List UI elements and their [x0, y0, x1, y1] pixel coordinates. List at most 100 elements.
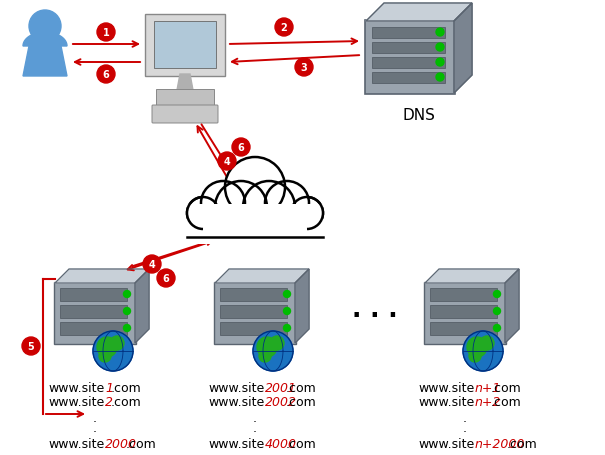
Text: n+2: n+2 [475, 395, 502, 408]
Circle shape [494, 325, 500, 332]
Text: www.site: www.site [209, 395, 265, 408]
Polygon shape [215, 269, 309, 283]
Text: 4: 4 [149, 259, 155, 269]
Circle shape [463, 331, 503, 371]
Text: 2: 2 [105, 395, 113, 408]
Text: 4: 4 [224, 157, 231, 167]
FancyBboxPatch shape [152, 106, 218, 124]
Circle shape [110, 336, 124, 350]
Text: www.site: www.site [419, 381, 475, 394]
Text: .com: .com [286, 437, 316, 450]
Circle shape [157, 269, 175, 288]
Text: 6: 6 [238, 143, 244, 153]
Circle shape [232, 139, 250, 157]
Circle shape [270, 336, 284, 350]
Text: www.site: www.site [209, 381, 265, 394]
Circle shape [436, 59, 444, 67]
Circle shape [480, 336, 494, 350]
FancyBboxPatch shape [371, 42, 445, 53]
Text: 2002: 2002 [265, 395, 297, 408]
FancyBboxPatch shape [187, 205, 323, 244]
Text: . . .: . . . [352, 298, 398, 321]
Text: .com: .com [286, 395, 316, 408]
Text: 1: 1 [105, 381, 113, 394]
Text: .com: .com [491, 395, 522, 408]
Text: .com: .com [286, 381, 316, 394]
Text: n+1: n+1 [475, 381, 502, 394]
Text: www.site: www.site [209, 437, 265, 450]
Text: 2000: 2000 [105, 437, 137, 450]
Circle shape [436, 44, 444, 52]
Circle shape [187, 197, 219, 229]
Circle shape [469, 350, 481, 362]
Circle shape [29, 11, 61, 43]
Text: .com: .com [110, 395, 141, 408]
FancyBboxPatch shape [371, 27, 445, 38]
Text: .: . [463, 421, 467, 434]
Text: .: . [463, 411, 467, 424]
Text: .com: .com [126, 437, 157, 450]
Text: 6: 6 [163, 273, 169, 283]
FancyBboxPatch shape [54, 283, 136, 344]
Circle shape [295, 59, 313, 77]
Text: 1: 1 [103, 28, 110, 38]
Circle shape [218, 153, 236, 171]
Circle shape [275, 19, 293, 37]
Circle shape [259, 350, 271, 362]
FancyBboxPatch shape [371, 72, 445, 83]
Polygon shape [23, 47, 67, 77]
FancyBboxPatch shape [214, 283, 296, 344]
Circle shape [253, 331, 293, 371]
Text: 3: 3 [301, 63, 307, 73]
Circle shape [291, 197, 323, 229]
Circle shape [265, 182, 309, 226]
Circle shape [123, 325, 131, 332]
Text: .: . [253, 421, 257, 434]
Circle shape [143, 255, 161, 273]
Text: .com: .com [506, 437, 537, 450]
Polygon shape [55, 269, 149, 283]
Circle shape [436, 29, 444, 37]
FancyBboxPatch shape [430, 322, 497, 335]
FancyBboxPatch shape [59, 305, 126, 318]
Polygon shape [135, 269, 149, 343]
Text: n+2000: n+2000 [475, 437, 525, 450]
Text: .com: .com [491, 381, 522, 394]
Circle shape [243, 182, 295, 233]
Text: 2001: 2001 [265, 381, 297, 394]
FancyBboxPatch shape [59, 322, 126, 335]
Text: www.site: www.site [419, 437, 475, 450]
FancyBboxPatch shape [220, 322, 287, 335]
Text: DNS: DNS [402, 108, 436, 123]
Circle shape [284, 325, 290, 332]
Circle shape [494, 308, 500, 315]
FancyBboxPatch shape [424, 283, 506, 344]
FancyBboxPatch shape [59, 288, 126, 301]
Circle shape [257, 337, 277, 357]
FancyBboxPatch shape [220, 288, 287, 301]
FancyBboxPatch shape [430, 288, 497, 301]
FancyBboxPatch shape [365, 21, 455, 95]
FancyBboxPatch shape [156, 90, 214, 106]
Polygon shape [366, 4, 472, 22]
Circle shape [22, 337, 40, 355]
Polygon shape [177, 75, 193, 91]
Text: .: . [93, 421, 97, 434]
Circle shape [201, 182, 245, 226]
Text: 2: 2 [281, 23, 287, 33]
Polygon shape [295, 269, 309, 343]
Circle shape [123, 308, 131, 315]
Circle shape [123, 291, 131, 298]
Circle shape [97, 24, 115, 42]
Text: .com: .com [110, 381, 141, 394]
FancyBboxPatch shape [430, 305, 497, 318]
FancyBboxPatch shape [371, 57, 445, 68]
Polygon shape [454, 4, 472, 94]
Text: www.site: www.site [49, 437, 105, 450]
Polygon shape [23, 33, 67, 47]
Circle shape [99, 350, 111, 362]
Text: www.site: www.site [49, 381, 105, 394]
Circle shape [436, 74, 444, 82]
Text: 4000: 4000 [265, 437, 297, 450]
Polygon shape [505, 269, 519, 343]
